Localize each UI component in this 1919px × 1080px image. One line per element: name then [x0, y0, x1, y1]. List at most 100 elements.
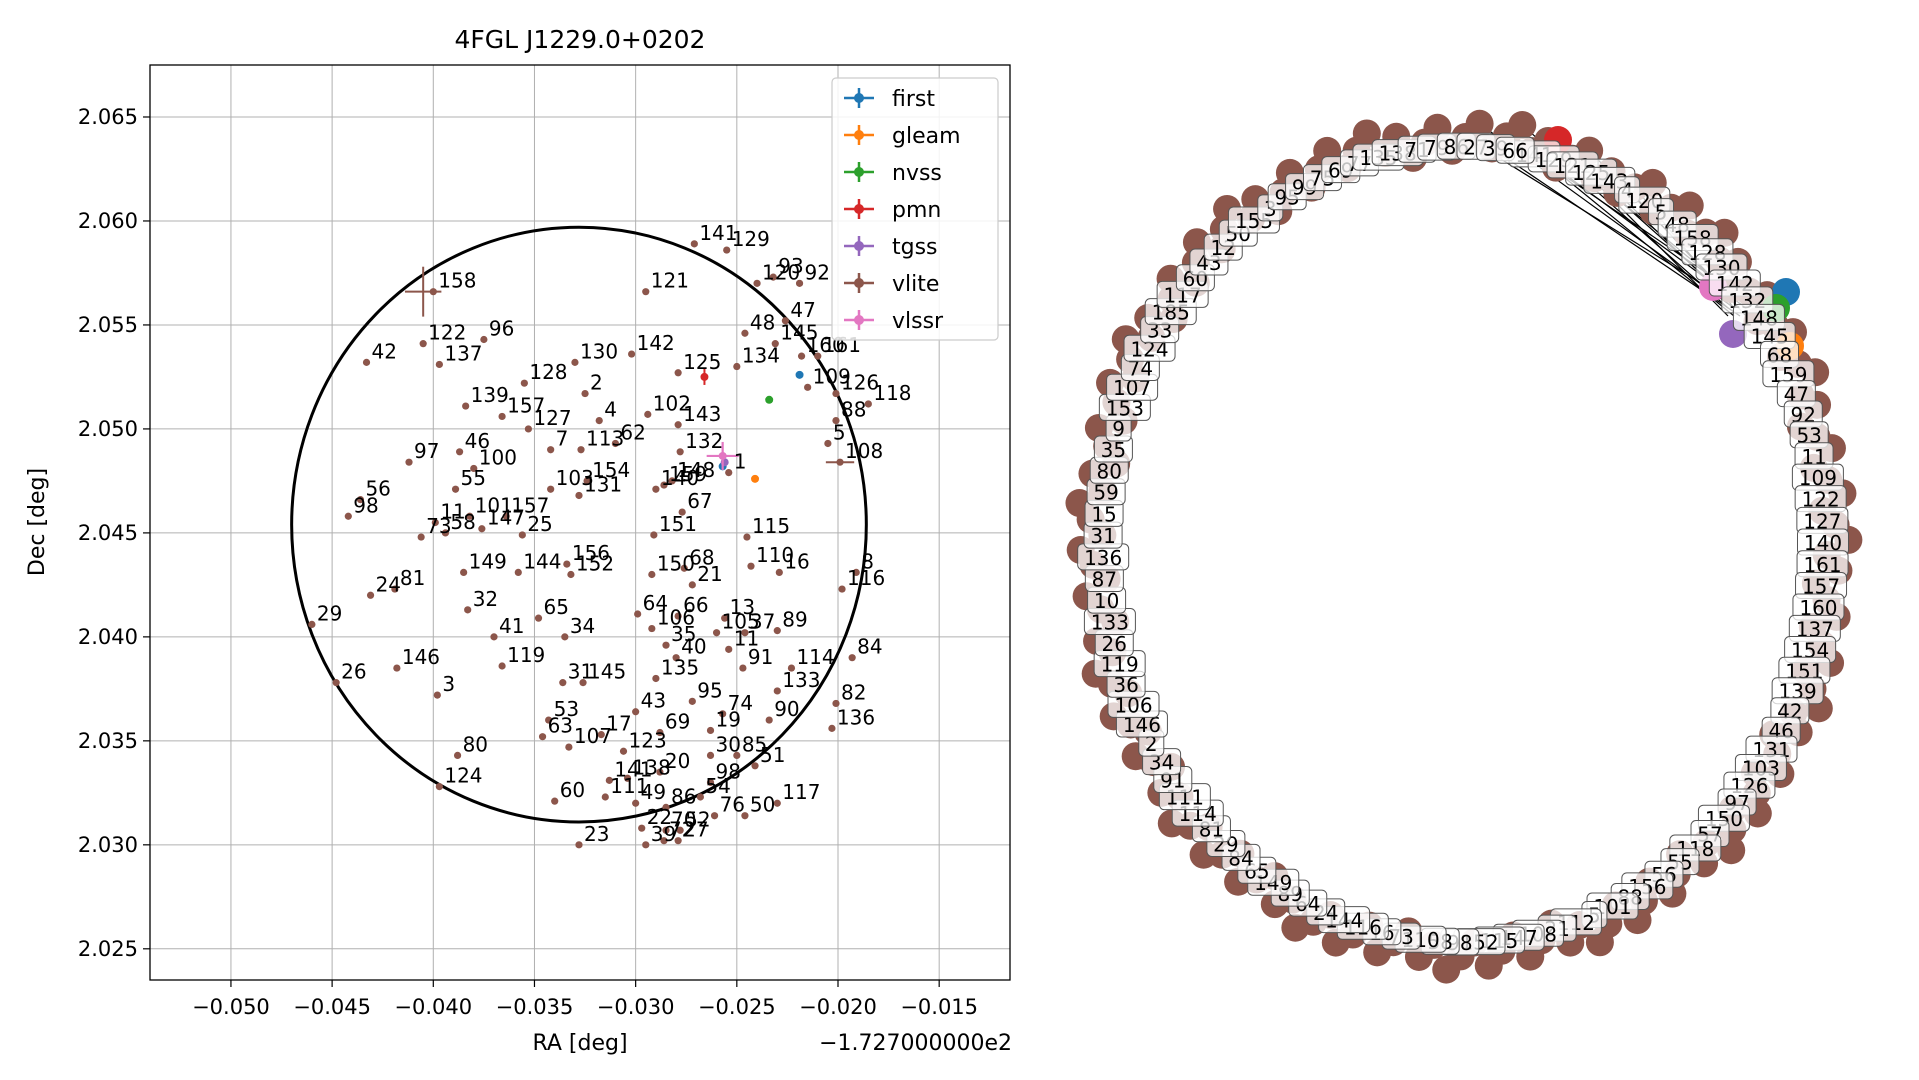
x-tick-label: −0.045 [293, 995, 371, 1019]
vlite-point [741, 812, 749, 820]
vlite-point [652, 674, 660, 683]
vlite-point [781, 317, 789, 325]
source-label: 122 [428, 321, 466, 345]
vlite-point [571, 358, 579, 366]
vlite-point [628, 350, 636, 358]
vlite-point [464, 606, 472, 614]
vlite-point [498, 662, 506, 670]
vlite-point [747, 562, 755, 570]
source-label: 157 [507, 393, 545, 417]
vlite-point [769, 273, 777, 281]
source-label: 88 [841, 398, 866, 422]
legend-swatch-dot [854, 93, 864, 103]
graph-node-label: 2 [1145, 732, 1158, 756]
graph-edge [1491, 147, 1741, 317]
vlite-point [688, 581, 696, 589]
source-label: 124 [444, 764, 482, 788]
vlite-point [344, 512, 352, 520]
vlite-point [460, 568, 468, 577]
source-label: 43 [641, 689, 666, 713]
source-label: 142 [637, 331, 675, 355]
vlite-point [601, 793, 609, 801]
vlite-point [623, 774, 632, 782]
source-label: 58 [450, 510, 475, 534]
vlite-point [524, 425, 533, 433]
vlite-point [644, 410, 652, 418]
legend-label: first [892, 87, 935, 112]
source-label: 74 [728, 691, 753, 715]
vlite-point [393, 664, 401, 672]
vlite-point [674, 421, 682, 429]
legend-label: pmn [892, 198, 941, 223]
source-label: 53 [554, 697, 579, 721]
source-label: 52 [685, 807, 710, 831]
source-label: 40 [681, 635, 706, 659]
vlite-point [864, 400, 872, 408]
source-label: 16 [784, 549, 809, 573]
vlite-point [391, 585, 399, 593]
vlite-point [797, 352, 806, 360]
source-label: 101 [475, 493, 513, 517]
vlite-point [706, 726, 715, 735]
source-label: 137 [444, 341, 482, 365]
vlite-point [773, 799, 781, 807]
source-label: 152 [576, 551, 614, 575]
graph-label-box [1495, 136, 1535, 164]
source-label: 91 [748, 645, 773, 669]
source-label: 96 [489, 317, 514, 341]
source-label: 133 [782, 668, 820, 692]
vlite-point [674, 369, 682, 377]
vlite-point [642, 288, 650, 296]
vlite-point [660, 481, 668, 489]
y-tick-label: 2.065 [78, 105, 138, 129]
vlite-point [741, 629, 749, 637]
vlite-point [662, 803, 670, 811]
vlite-point [577, 446, 585, 454]
vlite-point [538, 733, 547, 741]
source-label: 11 [734, 626, 759, 650]
vlite-point [680, 564, 688, 572]
source-label: 126 [841, 371, 879, 395]
vlite-point [435, 360, 443, 369]
source-label: 34 [570, 614, 595, 638]
source-label: 17 [606, 712, 631, 736]
source-label: 148 [677, 458, 715, 482]
source-label: 31 [568, 660, 593, 684]
source-label: 19 [716, 707, 741, 731]
source-label: 149 [469, 549, 507, 573]
source-label: 7 [556, 427, 569, 451]
source-label: 105 [722, 610, 760, 634]
source-label: 50 [750, 793, 775, 817]
vlite-point [456, 448, 464, 456]
vlite-point [575, 491, 583, 500]
vlite-point [498, 412, 506, 421]
source-label: 23 [584, 822, 609, 846]
vlite-point [642, 841, 650, 849]
source-label: 29 [317, 601, 342, 625]
source-label: 13 [730, 595, 755, 619]
vlite-point [632, 708, 640, 716]
vlite-point [470, 464, 478, 473]
source-label: 35 [671, 622, 696, 646]
vlite-point [466, 512, 474, 520]
vlite-point [534, 614, 543, 622]
legend-label: vlssr [892, 309, 944, 334]
source-label: 21 [697, 562, 722, 586]
vlite-point [832, 699, 840, 708]
source-label: 141 [614, 757, 652, 781]
source-label: 129 [732, 227, 770, 251]
vlite-point [520, 379, 528, 387]
graph-node-label: 9 [1112, 417, 1125, 441]
vlite-point [676, 826, 684, 834]
source-label: 156 [572, 541, 610, 565]
y-tick-label: 2.060 [78, 209, 138, 233]
source-label: 89 [782, 608, 807, 632]
source-label: 103 [556, 466, 594, 490]
vlite-point [551, 797, 559, 805]
source-label: 141 [699, 221, 737, 245]
vlite-point [733, 751, 741, 760]
source-label: 118 [873, 381, 911, 405]
source-label: 51 [760, 743, 785, 767]
